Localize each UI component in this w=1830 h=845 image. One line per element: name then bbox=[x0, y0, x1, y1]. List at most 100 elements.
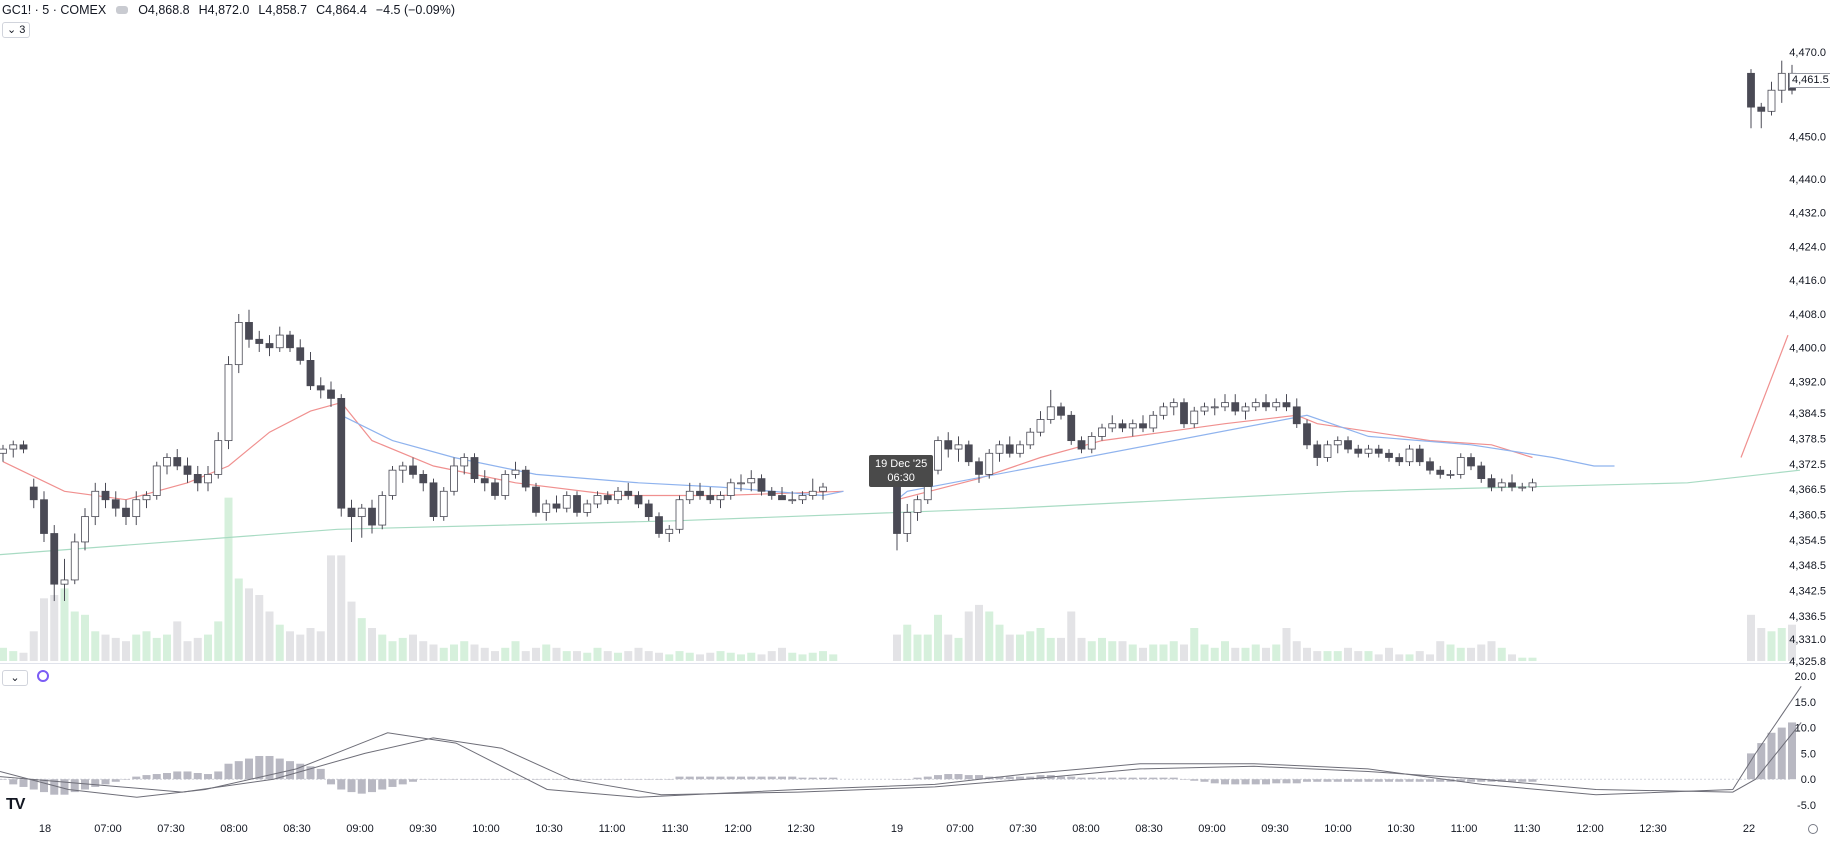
candle-body bbox=[1456, 457, 1465, 475]
volume-bar bbox=[511, 641, 520, 661]
macd-histogram-bar bbox=[542, 779, 551, 780]
time-axis-tick: 08:30 bbox=[283, 823, 311, 835]
macd-histogram-bar bbox=[1374, 779, 1383, 782]
candle-body bbox=[1436, 469, 1445, 475]
time-axis-tick: 07:30 bbox=[1009, 823, 1037, 835]
settings-gear-icon[interactable] bbox=[1808, 824, 1818, 834]
macd-histogram-bar bbox=[644, 779, 653, 780]
indicators-toggle-button[interactable]: ⌄ 3 bbox=[2, 22, 31, 38]
candle-body bbox=[1098, 427, 1106, 437]
macd-histogram-bar bbox=[1518, 779, 1527, 782]
macd-histogram-bar bbox=[913, 777, 922, 780]
volume-bar bbox=[255, 595, 264, 661]
macd-histogram-bar bbox=[429, 779, 438, 780]
candle-body bbox=[624, 490, 633, 496]
macd-histogram-bar bbox=[132, 776, 141, 780]
tradingview-logo[interactable]: TV bbox=[6, 796, 25, 813]
candle-body bbox=[142, 495, 151, 501]
volume-bar bbox=[368, 628, 376, 661]
signal-line bbox=[0, 722, 1802, 796]
macd-histogram-bar bbox=[1210, 779, 1219, 784]
candle-body bbox=[675, 499, 684, 530]
volume-bar bbox=[1067, 611, 1076, 661]
macd-histogram-bar bbox=[1077, 777, 1086, 780]
volume-bar bbox=[521, 651, 530, 661]
time-axis-tick: 07:30 bbox=[157, 823, 185, 835]
price-axis-tick: 4,360.5 bbox=[1789, 510, 1826, 522]
candle-body bbox=[1251, 402, 1260, 408]
macd-histogram-bar bbox=[788, 776, 797, 780]
time-axis-tick: 08:00 bbox=[220, 823, 248, 835]
macd-histogram-bar bbox=[29, 779, 38, 790]
refresh-icon[interactable] bbox=[37, 670, 49, 682]
volume-bar bbox=[1374, 654, 1383, 661]
macd-histogram-bar bbox=[1364, 779, 1373, 782]
volume-bar bbox=[903, 624, 912, 661]
macd-histogram-bar bbox=[778, 776, 786, 780]
candle-body bbox=[603, 495, 612, 501]
low-label: L bbox=[258, 3, 266, 17]
volume-bar bbox=[0, 647, 7, 661]
macd-histogram-bar bbox=[1282, 779, 1291, 784]
macd-histogram-bar bbox=[1231, 779, 1240, 785]
macd-histogram-bar bbox=[1477, 779, 1486, 782]
volume-bar bbox=[1323, 651, 1332, 661]
volume-bar bbox=[296, 634, 305, 661]
macd-histogram-bar bbox=[903, 779, 912, 780]
macd-histogram-bar bbox=[470, 779, 479, 780]
candle-body bbox=[975, 461, 983, 475]
pane-collapse-button[interactable]: ⌄ bbox=[2, 670, 28, 686]
price-axis-tick: 4,372.5 bbox=[1789, 459, 1826, 471]
macd-histogram-bar bbox=[1777, 727, 1786, 780]
macd-histogram-bar bbox=[101, 779, 110, 785]
candle-body bbox=[450, 465, 458, 492]
macd-histogram-bar bbox=[275, 758, 284, 780]
volume-bar bbox=[788, 652, 797, 661]
close-label: C bbox=[316, 3, 326, 17]
volume-bar bbox=[562, 651, 571, 661]
volume-bar bbox=[624, 651, 633, 661]
candle-body bbox=[521, 469, 530, 488]
macd-histogram-bar bbox=[224, 763, 233, 780]
price-axis-tick: 4,348.5 bbox=[1789, 560, 1826, 572]
macd-histogram-bar bbox=[1169, 777, 1178, 780]
macd-histogram-bar bbox=[460, 779, 469, 780]
candle-body bbox=[306, 360, 315, 387]
macd-histogram-bar bbox=[706, 776, 715, 780]
volume-bar bbox=[60, 588, 69, 661]
candle-body bbox=[1487, 478, 1496, 488]
macd-histogram-bar bbox=[583, 779, 592, 780]
volume-bar bbox=[1364, 651, 1373, 661]
candle-body bbox=[1508, 482, 1516, 488]
candle-body bbox=[819, 486, 827, 492]
candle-body bbox=[1528, 482, 1537, 488]
candle-body bbox=[542, 503, 551, 513]
price-axis-tick: 4,400.0 bbox=[1789, 343, 1826, 355]
candle-body bbox=[152, 465, 161, 496]
candle-body bbox=[798, 495, 807, 501]
macd-histogram-bar bbox=[1262, 779, 1270, 785]
symbol-name[interactable]: GC1! · 5 · COMEX bbox=[2, 3, 107, 17]
volume-bar bbox=[1272, 644, 1281, 661]
volume-bar bbox=[1354, 651, 1363, 661]
macd-histogram-bar bbox=[964, 775, 973, 780]
volume-bar bbox=[913, 634, 922, 661]
volume-bar bbox=[747, 652, 756, 661]
candle-body bbox=[1231, 402, 1240, 412]
macd-histogram-bar bbox=[685, 776, 694, 780]
time-axis-tick: 09:00 bbox=[346, 823, 374, 835]
volume-bar bbox=[409, 634, 417, 661]
volume-bar bbox=[1026, 631, 1035, 661]
volume-bar bbox=[1467, 647, 1475, 661]
candle-body bbox=[644, 503, 653, 518]
volume-bar bbox=[1169, 641, 1178, 661]
macd-histogram-bar bbox=[91, 779, 100, 787]
volume-bar bbox=[1118, 641, 1127, 661]
macd-histogram-bar bbox=[1149, 777, 1158, 780]
eye-icon[interactable] bbox=[116, 6, 129, 14]
macd-histogram-bar bbox=[893, 779, 901, 780]
volume-bar bbox=[1190, 628, 1199, 661]
volume-bar bbox=[111, 637, 120, 661]
